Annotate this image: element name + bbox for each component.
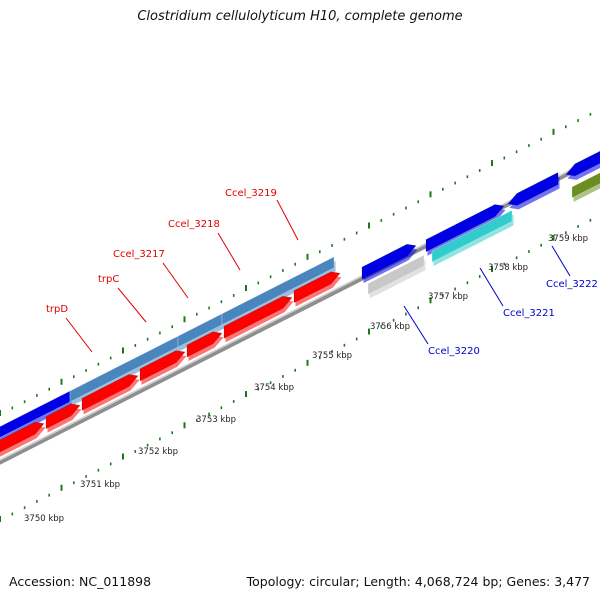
- tick-layer: [0, 112, 592, 522]
- kbp-label: 3757 kbp: [428, 292, 468, 302]
- backbone-highlight: [0, 154, 600, 461]
- gene-label: Ccel_3222: [546, 279, 598, 290]
- label-layer: 3750 kbp 3751 kbp 3752 kbp 3753 kbp 3754 kbp…: [24, 188, 598, 524]
- kbp-label: 3759 kbp: [548, 234, 588, 244]
- kbp-label: 3752 kbp: [138, 447, 178, 457]
- gene-leader-line: [217, 232, 241, 271]
- cds-grey: [367, 254, 425, 296]
- gene-label: Ccel_3220: [428, 346, 480, 357]
- leader-layer: [65, 199, 571, 353]
- gene-label: Ccel_3221: [503, 308, 555, 319]
- kbp-label: 3751 kbp: [80, 480, 120, 490]
- genome-info-text: Topology: circular; Length: 4,068,724 bp…: [246, 574, 590, 589]
- cds-red-6: [223, 295, 293, 339]
- cds-steelblue-right: [221, 256, 335, 326]
- kbp-label: 3753 kbp: [196, 415, 236, 425]
- backbone-line: [0, 154, 600, 465]
- kbp-label: 3758 kbp: [488, 263, 528, 273]
- accession-text: Accession: NC_011898: [9, 574, 152, 589]
- gene-leader-line: [117, 287, 147, 323]
- cds-red-4: [139, 350, 186, 382]
- cds-cyan: [431, 209, 513, 263]
- gene-leader-line: [479, 267, 504, 307]
- cds-blue-3221: [425, 204, 505, 253]
- cds-blue-3220: [361, 243, 417, 280]
- gene-leader-line: [276, 199, 299, 241]
- gene-label: trpC: [98, 274, 119, 285]
- gene-label: Ccel_3219: [225, 188, 277, 199]
- gene-label: Ccel_3218: [168, 219, 220, 230]
- cds-red-2: [45, 403, 81, 430]
- cds-red-1: [0, 421, 45, 453]
- gene-leader-line: [551, 245, 571, 277]
- cds-red-7: [293, 271, 341, 304]
- kbp-label: 3755 kbp: [312, 351, 352, 361]
- kbp-label: 3756 kbp: [370, 322, 410, 332]
- gene-label: Ccel_3217: [113, 249, 165, 260]
- backbone-layer: [0, 154, 600, 465]
- map-title: Clostridium cellulolyticum H10, complete…: [137, 9, 463, 24]
- cds-red-3: [81, 374, 139, 411]
- gene-leader-line: [65, 317, 93, 353]
- cds-olive: [571, 172, 600, 199]
- cds-red-2-shade: [47, 407, 82, 433]
- gene-leader-line: [162, 262, 189, 299]
- kbp-label: 3754 kbp: [254, 383, 294, 393]
- gene-label: trpD: [46, 304, 68, 315]
- cds-blue-far: [565, 150, 600, 177]
- kbp-label: 3750 kbp: [24, 514, 64, 524]
- feature-layer: [0, 150, 600, 457]
- cds-blue-3222: [507, 172, 559, 206]
- gene-leader-line: [403, 305, 429, 345]
- cds-red-5: [186, 331, 223, 358]
- cds-red-5-shade: [188, 335, 224, 362]
